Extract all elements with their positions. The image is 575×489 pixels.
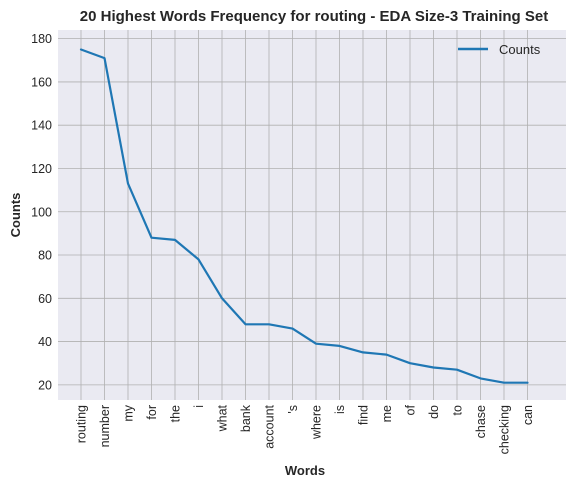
y-tick-label: 140 xyxy=(31,119,52,133)
x-tick-labels: routing number my for the i what bank account 's w… xyxy=(75,404,536,454)
x-tick-label: the xyxy=(169,405,183,422)
y-tick-label: 120 xyxy=(31,162,52,176)
x-tick-label: chase xyxy=(474,405,488,438)
x-tick-label: do xyxy=(427,405,441,419)
y-tick-label: 60 xyxy=(38,292,52,306)
x-tick-label: can xyxy=(521,405,535,425)
x-tick-label: account xyxy=(263,404,277,448)
x-tick-label: to xyxy=(451,405,465,415)
x-tick-label: of xyxy=(404,404,418,415)
series-line-counts xyxy=(79,48,529,384)
x-tick-label: bank xyxy=(239,404,253,432)
x-tick-label: what xyxy=(216,404,230,432)
y-tick-label: 180 xyxy=(31,32,52,46)
x-gridlines xyxy=(80,30,528,400)
chart-title: 20 Highest Words Frequency for routing -… xyxy=(80,8,548,25)
x-tick-label: 's xyxy=(286,405,300,414)
x-tick-label: is xyxy=(333,405,347,414)
y-tick-label: 160 xyxy=(31,75,52,89)
x-tick-label: for xyxy=(145,405,159,420)
legend: Counts xyxy=(458,42,541,57)
legend-label-counts: Counts xyxy=(499,42,541,57)
x-tick-label: me xyxy=(380,405,394,422)
y-tick-label: 40 xyxy=(38,335,52,349)
y-tick-labels: 20 40 60 80 100 120 140 160 180 xyxy=(31,32,52,392)
x-tick-label: my xyxy=(122,404,136,421)
y-axis-label: Counts xyxy=(8,193,23,238)
x-tick-label: i xyxy=(192,405,206,408)
x-axis-label: Words xyxy=(285,463,325,478)
plot-area xyxy=(58,30,566,400)
y-tick-label: 20 xyxy=(38,378,52,392)
x-tick-label: where xyxy=(310,405,324,440)
y-tick-label: 100 xyxy=(31,205,52,219)
y-tick-label: 80 xyxy=(38,249,52,263)
x-tick-label: routing xyxy=(75,405,89,443)
x-tick-label: number xyxy=(98,405,112,447)
x-tick-label: find xyxy=(357,405,371,425)
x-tick-label: checking xyxy=(498,405,512,454)
